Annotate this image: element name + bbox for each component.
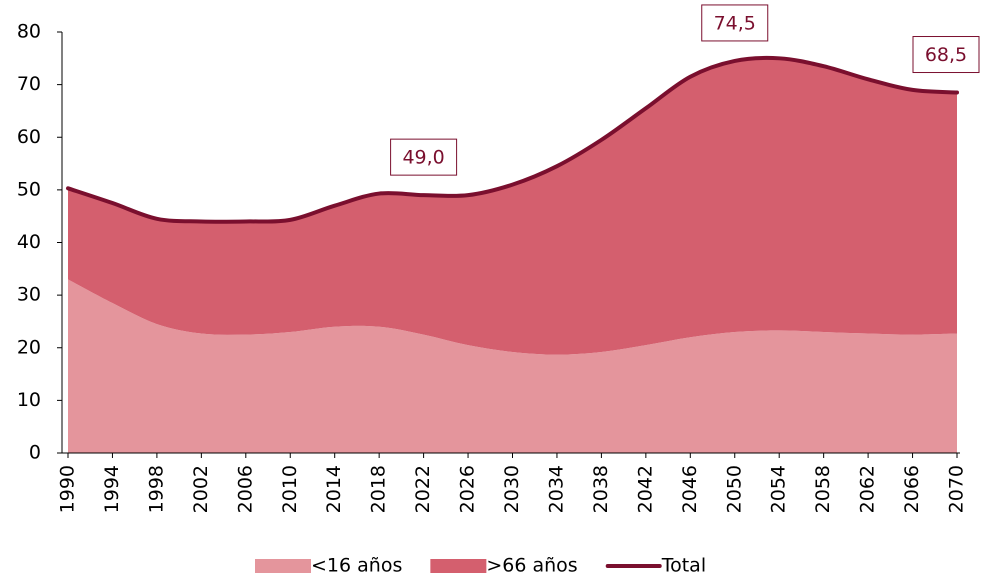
total-line [66, 55, 959, 224]
annotation-box [912, 36, 980, 74]
area [68, 279, 957, 453]
annotation-box [701, 4, 769, 42]
annotation-label: 68,5 [925, 44, 967, 66]
x-tick-label: 1994 [101, 465, 123, 513]
x-tick-label: 2038 [590, 465, 612, 513]
y-tick-label: 10 [17, 389, 41, 411]
annotation-label: 49,0 [402, 147, 444, 169]
legend-swatch [255, 559, 311, 573]
annotation: 74,5 [701, 4, 769, 42]
x-tick-label: 2030 [501, 465, 523, 513]
y-tick-label: 40 [17, 231, 41, 253]
x-tick-label: 2050 [723, 465, 745, 513]
x-tick-label: 2034 [545, 465, 567, 513]
y-tick-label: 50 [17, 178, 41, 200]
x-tick-label: 2002 [190, 465, 212, 513]
y-tick-label: 80 [17, 21, 41, 43]
y-tick-label: 70 [17, 73, 41, 95]
annotation-label: 74,5 [714, 12, 756, 34]
legend-label: >66 años [486, 555, 577, 577]
x-tick-label: 2042 [634, 465, 656, 513]
x-tick-label: 2058 [812, 465, 834, 513]
x-tick-label: 1990 [57, 465, 79, 513]
x-tick-label: 1998 [145, 465, 167, 513]
x-tick-label: 2014 [323, 465, 345, 513]
legend-label: <16 años [311, 555, 402, 577]
x-tick-label: 2018 [368, 465, 390, 513]
x-tick-label: 2070 [946, 465, 968, 513]
x-tick-label: 2066 [901, 465, 923, 513]
x-tick-label: 2046 [679, 465, 701, 513]
x-tick-label: 2010 [279, 465, 301, 513]
x-tick-label: 2026 [457, 465, 479, 513]
annotation: 68,5 [912, 36, 980, 74]
x-tick-label: 2054 [768, 465, 790, 513]
x-tick-label: 2006 [234, 465, 256, 513]
y-tick-label: 30 [17, 284, 41, 306]
annotation: 49,0 [390, 138, 458, 176]
annotation-box [390, 138, 458, 176]
y-tick-label: 60 [17, 126, 41, 148]
y-tick-label: 20 [17, 336, 41, 358]
legend-label: Total [661, 555, 706, 577]
legend-swatch [430, 559, 487, 573]
x-tick-label: 2062 [857, 465, 879, 513]
x-tick-label: 2022 [412, 465, 434, 513]
area [68, 57, 957, 355]
y-tick-label: 0 [29, 442, 41, 464]
